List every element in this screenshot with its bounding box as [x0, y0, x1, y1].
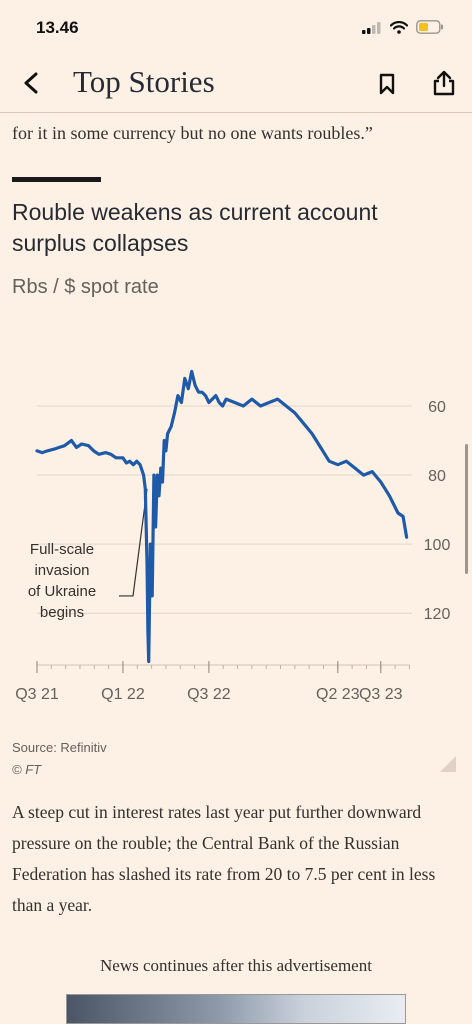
advertisement-label: News continues after this advertisement [100, 956, 372, 975]
chart-source: Source: Refinitiv [12, 740, 107, 755]
x-tick-label: Q3 22 [187, 686, 231, 703]
advertisement-image[interactable] [66, 994, 406, 1024]
chart-top-rule [12, 177, 101, 182]
chart-copyright: © FT [12, 762, 42, 777]
status-bar: 13.46 [0, 0, 472, 54]
bookmark-button[interactable] [372, 69, 402, 99]
x-tick-label: Q3 23 [359, 686, 403, 703]
article-paragraph: A steep cut in interest rates last year … [12, 802, 436, 915]
status-icons [362, 20, 444, 39]
chevron-left-icon [24, 72, 38, 94]
annotation-line: invasion [34, 562, 89, 579]
expand-chart-icon[interactable] [440, 756, 456, 772]
status-time: 13.46 [36, 18, 79, 37]
x-tick-label: Q1 22 [101, 686, 145, 703]
chart-subtitle: Rbs / $ spot rate [12, 276, 159, 298]
wifi-icon [389, 20, 409, 39]
rouble-series-line [35, 369, 409, 664]
chart-title: Rouble weakens as current account surplu… [12, 199, 378, 256]
share-icon [433, 70, 455, 96]
page-title: Top Stories [73, 64, 215, 99]
annotation-line: of Ukraine [28, 583, 96, 600]
annotation-line: begins [40, 604, 84, 621]
battery-icon [416, 20, 444, 39]
annotation-text: Full-scale invasion of Ukraine begins [28, 541, 96, 621]
y-tick-label: 100 [424, 537, 451, 554]
x-tick-label: Q3 21 [15, 686, 59, 703]
scrollbar[interactable] [465, 444, 468, 574]
x-tick-label: Q2 23 [316, 686, 360, 703]
annotation-line: Full-scale [30, 541, 94, 558]
bookmark-icon [379, 73, 395, 95]
rouble-chart: 60 80 100 120 Q3 21 Q1 22 Q3 22 Q2 23 Q3 23 Full-… [15, 369, 451, 703]
y-tick-label: 60 [428, 399, 446, 416]
nav-bar: Top Stories [0, 54, 472, 113]
signal-icon [362, 21, 382, 39]
y-tick-label: 120 [424, 606, 451, 623]
back-button[interactable] [14, 66, 48, 100]
share-button[interactable] [428, 67, 460, 99]
annotation-leader-line [119, 488, 148, 597]
quote-text: for it in some currency but no one wants… [12, 123, 373, 143]
y-tick-label: 80 [428, 468, 446, 485]
